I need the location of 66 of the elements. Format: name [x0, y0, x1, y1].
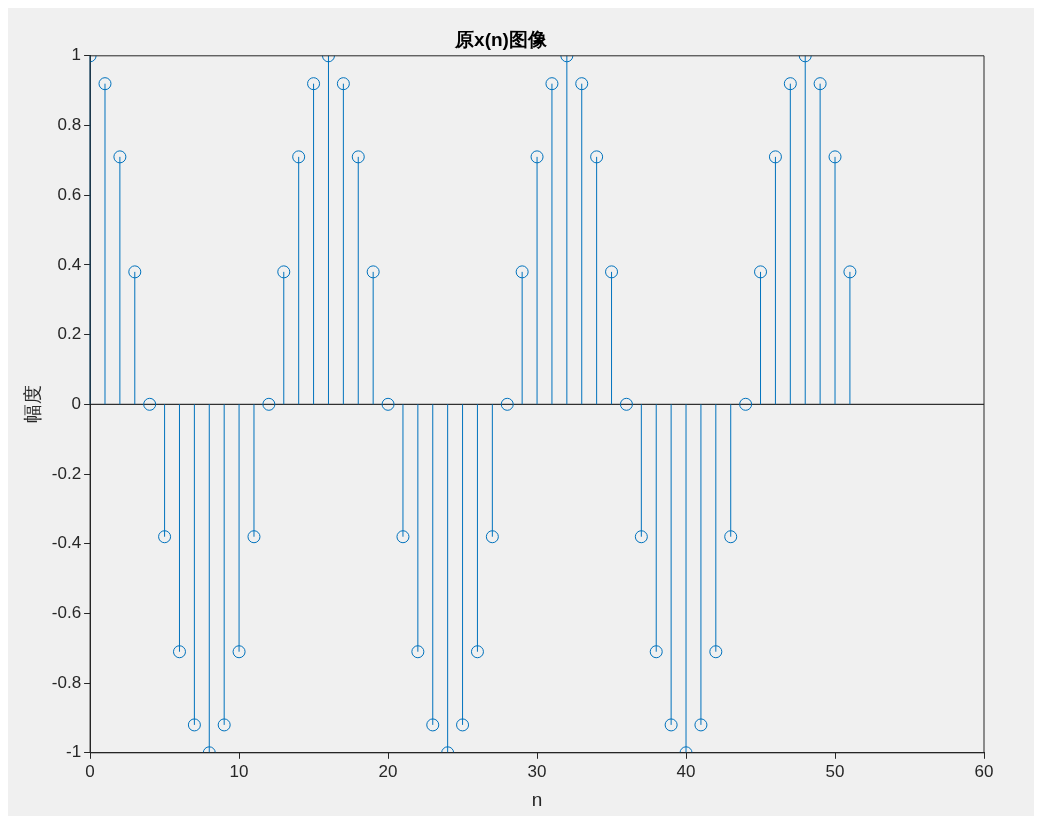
point: [277, 265, 291, 279]
point: [739, 397, 753, 411]
point: [649, 645, 663, 659]
point: [351, 150, 365, 164]
point: [113, 150, 127, 164]
point: [307, 77, 321, 91]
point: [619, 397, 633, 411]
point: [843, 265, 857, 279]
point: [262, 397, 276, 411]
point: [545, 77, 559, 91]
x-tick-label: 50: [825, 761, 845, 781]
point: [783, 77, 797, 91]
y-tick-label: 0.4: [57, 254, 82, 274]
point: [485, 530, 499, 544]
point: [143, 397, 157, 411]
y-axis-title: 幅度: [21, 385, 43, 424]
y-tick-label: -0.6: [51, 603, 82, 623]
point: [366, 265, 380, 279]
point: [187, 718, 201, 732]
point: [590, 150, 604, 164]
point: [605, 265, 619, 279]
y-tick-label: 0.6: [57, 184, 82, 204]
point: [813, 77, 827, 91]
x-tick-label: 40: [676, 761, 696, 781]
point: [664, 718, 678, 732]
point: [470, 645, 484, 659]
x-axis-title: n: [531, 788, 543, 810]
y-tick-label: 0.8: [57, 115, 82, 135]
point: [709, 645, 723, 659]
point: [247, 530, 261, 544]
point: [336, 77, 350, 91]
chart-title: 原x(n)图像: [454, 28, 548, 50]
y-tick-label: -0.8: [51, 672, 82, 692]
x-tick-label: 30: [527, 761, 547, 781]
x-tick-label: 0: [85, 761, 95, 781]
point: [426, 718, 440, 732]
y-tick-label: -1: [65, 742, 82, 762]
point: [515, 265, 529, 279]
point: [172, 645, 186, 659]
y-tick-label: -0.2: [51, 463, 82, 483]
point: [575, 77, 589, 91]
x-tick-label: 10: [229, 761, 249, 781]
point: [381, 397, 395, 411]
x-tick-label: 20: [378, 761, 398, 781]
point: [634, 530, 648, 544]
point: [396, 530, 410, 544]
point: [828, 150, 842, 164]
point: [158, 530, 172, 544]
y-tick-label: 0.2: [57, 324, 82, 344]
point: [754, 265, 768, 279]
point: [217, 718, 231, 732]
point: [500, 397, 514, 411]
point: [456, 718, 470, 732]
point: [128, 265, 142, 279]
y-tick-label: 0: [71, 393, 82, 413]
point: [724, 530, 738, 544]
y-tick-label: -0.4: [51, 533, 82, 553]
point: [292, 150, 306, 164]
point: [768, 150, 782, 164]
point: [98, 77, 112, 91]
point: [411, 645, 425, 659]
x-tick-label: 60: [974, 761, 994, 781]
point: [530, 150, 544, 164]
point: [232, 645, 246, 659]
y-tick-label: 1: [71, 45, 82, 65]
point: [694, 718, 708, 732]
